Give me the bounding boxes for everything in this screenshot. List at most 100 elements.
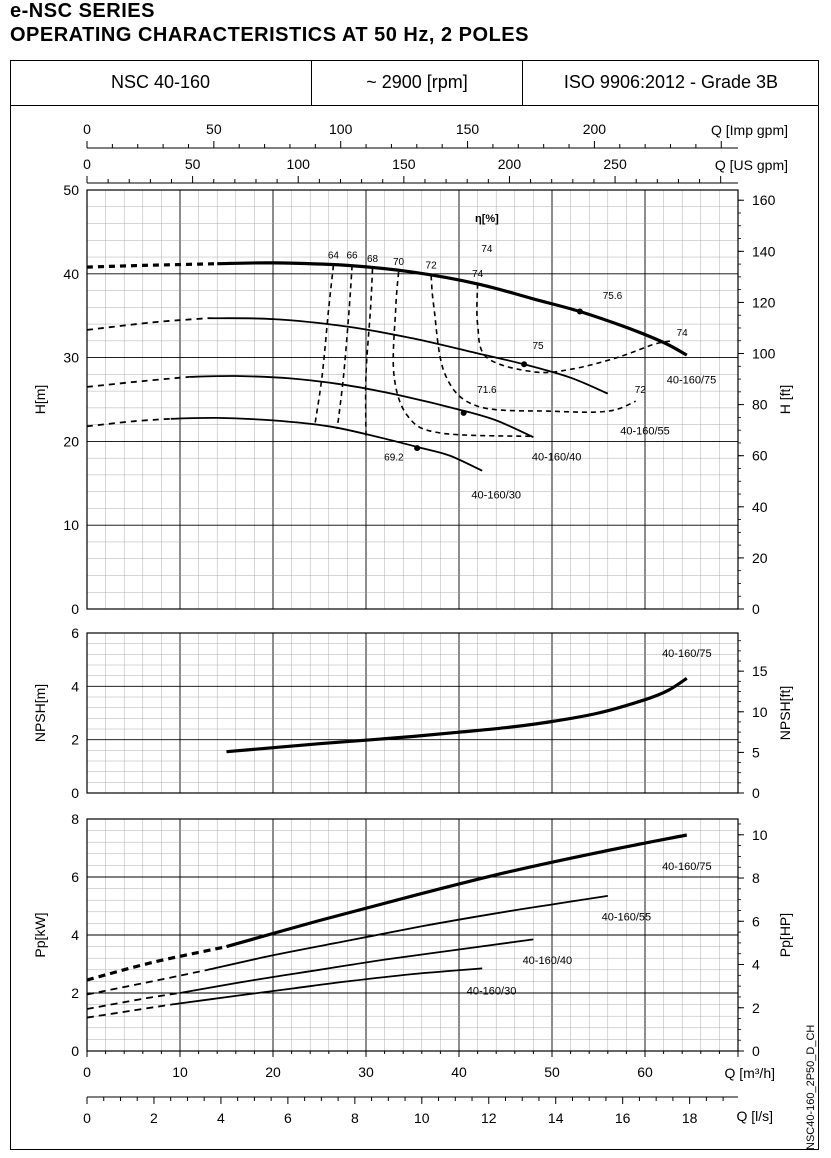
y2-axis-label: Pp[HP] [777, 913, 793, 957]
x-tick-label: 10 [172, 1064, 188, 1080]
power-curve-dashed [86, 968, 209, 996]
plot-area [86, 632, 739, 794]
ls-tick-label: 10 [414, 1110, 430, 1126]
series-label: 40-160/30 [471, 489, 521, 501]
power-curve-dashed [86, 1003, 171, 1019]
y-tick-label: 30 [63, 350, 79, 366]
power-curve-dashed [86, 992, 181, 1010]
efficiency-label: 74 [677, 328, 689, 339]
efficiency-label: 74 [481, 244, 493, 255]
head-curve [217, 261, 688, 357]
y-tick-label: 20 [63, 433, 79, 449]
y2-tick-label: 15 [752, 663, 768, 679]
y-tick-label: 2 [71, 985, 79, 1001]
npsh-curve [226, 676, 688, 754]
efficiency-label: 64 [328, 250, 340, 261]
top-axis-label: Q [Imp gpm] [711, 122, 788, 138]
y2-tick-label: 0 [752, 1043, 760, 1059]
document-code: NSC40-160_2P50_D_CH [805, 1024, 817, 1150]
ls-axis-label: Q [l/s] [736, 1108, 773, 1124]
x-tick-label: 50 [544, 1064, 560, 1080]
efficiency-curve [364, 268, 374, 437]
top-axis-tick-label: 100 [287, 156, 311, 172]
top-axis-tick-label: 0 [83, 121, 91, 137]
ls-tick-label: 12 [481, 1110, 497, 1126]
x-tick-label: 0 [83, 1064, 91, 1080]
y-tick-label: 8 [71, 811, 79, 827]
y-axis-label: H[m] [32, 385, 48, 415]
y-tick-label: 6 [71, 625, 79, 641]
series-label: 40-160/40 [523, 955, 573, 967]
ls-tick-label: 6 [284, 1110, 292, 1126]
y-axis-label: NPSH[m] [32, 684, 48, 742]
info-row: NSC 40-160 ~ 2900 [rpm] ISO 9906:2012 - … [10, 60, 819, 106]
y2-tick-label: 100 [752, 346, 776, 362]
y2-tick-label: 4 [752, 957, 760, 973]
page-title: OPERATING CHARACTERISTICS AT 50 Hz, 2 PO… [10, 24, 529, 46]
efficiency-point [521, 361, 528, 368]
speed-cell: ~ 2900 [rpm] [312, 60, 523, 106]
power-curve [226, 833, 688, 949]
top-axis-tick-label: 250 [603, 156, 627, 172]
efficiency-label: 72 [426, 260, 438, 271]
ls-tick-label: 4 [217, 1110, 225, 1126]
head-curve [207, 317, 609, 395]
efficiency-point-label: 69.2 [384, 453, 404, 464]
head-curve-dashed [86, 317, 208, 331]
y2-axis-label: H [ft] [777, 385, 793, 415]
efficiency-point [460, 409, 467, 416]
y-tick-label: 0 [71, 785, 79, 801]
top-axis-tick-label: 50 [206, 121, 222, 137]
efficiency-curve [336, 265, 353, 429]
efficiency-point [414, 445, 421, 452]
power-curve [179, 938, 534, 994]
efficiency-curve [430, 275, 637, 413]
y2-tick-label: 40 [752, 499, 768, 515]
y-tick-label: 2 [71, 732, 79, 748]
efficiency-point-label: 75 [532, 341, 544, 352]
x-tick-label: 60 [637, 1064, 653, 1080]
efficiency-point-label: 71.6 [477, 385, 497, 396]
efficiency-label: 66 [346, 250, 358, 261]
efficiency-curve [476, 283, 674, 374]
y2-tick-label: 0 [752, 601, 760, 617]
efficiency-label: 74 [472, 269, 484, 280]
efficiency-label: 70 [393, 257, 405, 268]
series-label: 40-160/55 [602, 912, 652, 924]
head-curve-dashed [86, 376, 190, 388]
x-tick-label: 30 [358, 1064, 374, 1080]
power-curve-dashed [86, 945, 227, 982]
plot-area [86, 818, 739, 1052]
efficiency-curve [392, 272, 534, 438]
y2-tick-label: 0 [752, 785, 760, 801]
series-label: 40-160/55 [620, 426, 670, 438]
ls-tick-label: 18 [682, 1110, 698, 1126]
y-axis-label: Pp[kW] [32, 912, 48, 957]
head-curve [189, 375, 534, 439]
model-cell: NSC 40-160 [10, 60, 312, 106]
top-axis-tick-label: 150 [456, 121, 480, 137]
plot-area [86, 189, 739, 610]
chart-frame [10, 60, 819, 1150]
ls-tick-label: 8 [351, 1110, 359, 1126]
y2-tick-label: 10 [752, 704, 768, 720]
series-label: 40-160/40 [532, 452, 582, 464]
head-curve [170, 416, 483, 472]
head-curve-dashed [86, 417, 171, 428]
power-curve [170, 967, 483, 1006]
y2-tick-label: 20 [752, 550, 768, 566]
series-label: 40-160/75 [662, 648, 712, 660]
power-curve [207, 895, 608, 971]
head-curve-dashed [86, 262, 218, 269]
y2-tick-label: 120 [752, 294, 776, 310]
efficiency-curve [314, 265, 335, 425]
top-axis-tick-label: 200 [498, 156, 522, 172]
y2-tick-label: 6 [752, 913, 760, 929]
y2-tick-label: 10 [752, 827, 768, 843]
efficiency-label: 72 [635, 385, 647, 396]
series-label: 40-160/75 [662, 861, 712, 873]
x-tick-label: 40 [451, 1064, 467, 1080]
efficiency-title: η[%] [475, 213, 499, 225]
series-title: e-NSC SERIES [10, 0, 155, 22]
